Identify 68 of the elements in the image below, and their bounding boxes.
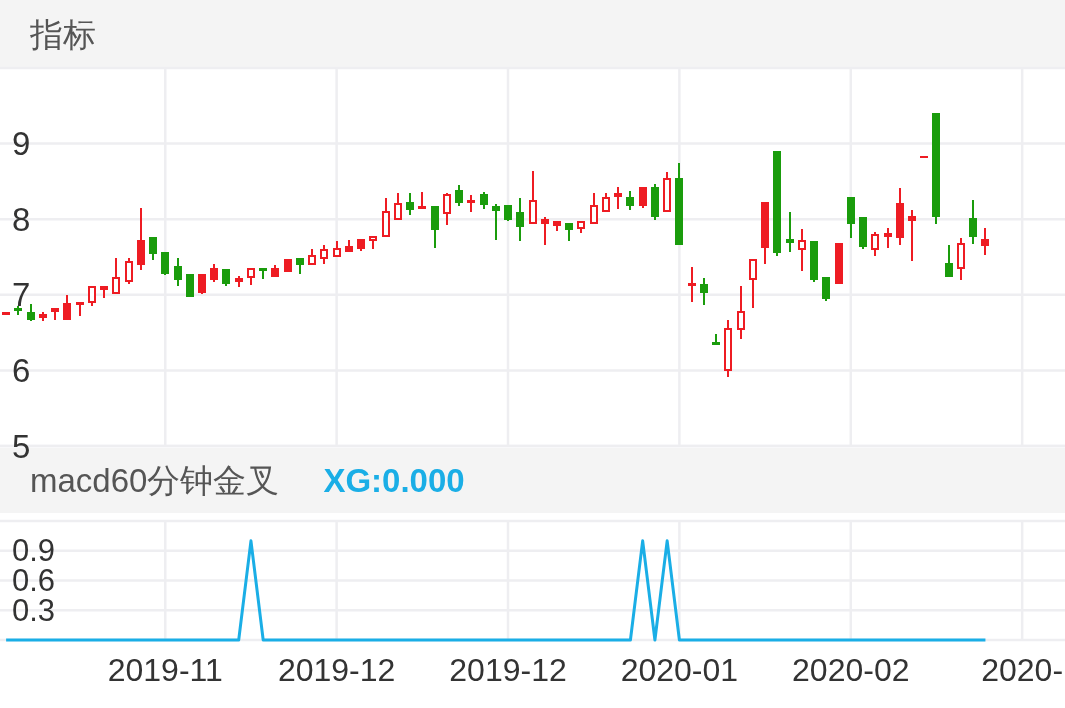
candlestick [516,197,524,243]
candlestick [590,191,598,225]
candlestick [908,209,916,262]
candlestick [969,198,977,246]
candlestick [835,243,843,285]
x-tick-label: 2019-11 [107,652,223,688]
candlestick [945,243,953,278]
candlestick [859,216,867,250]
candlestick [455,184,463,208]
candlestick [2,312,10,316]
candlestick [320,243,328,265]
candlestick [394,192,402,220]
x-tick-label: 2020-01 [620,652,739,688]
candlestick [174,256,182,287]
candlestick [871,231,879,258]
candlestick [761,201,769,265]
chart-title: 指标 [29,15,96,53]
candlestick [981,227,989,257]
candlestick [688,265,696,304]
y-tick-label: 9 [12,125,31,163]
candlestick [418,190,426,210]
candlestick [651,182,659,221]
candlestick [112,256,120,295]
candlestick [431,205,439,249]
candlestick [406,191,414,216]
candlestick [577,221,585,234]
candlestick [137,206,145,271]
x-tick-label: 2020- [981,652,1064,688]
candlestick [247,267,255,286]
candlestick [369,235,377,250]
x-tick-label: 2020-02 [792,652,910,688]
candlestick [467,194,475,214]
y-tick-label: 7 [12,276,31,314]
candlestick [222,269,230,287]
candlestick [798,228,806,273]
y-tick-label: 6 [12,351,31,389]
chart-title: macd60分钟金叉 [30,462,280,499]
candlestick [186,273,194,298]
candlestick [626,190,634,212]
candlestick [149,236,157,262]
candlestick [76,302,84,317]
candlestick [847,197,855,240]
candlestick [773,151,781,258]
candlestick [88,286,96,308]
candlestick [296,257,304,275]
x-tick-label: 2019-12 [277,652,396,688]
y-tick-label: 8 [12,200,31,238]
candlestick [357,238,365,252]
text: XG:0.000 [323,462,465,499]
candlestick [737,285,745,340]
candlestick [884,226,892,249]
candlestick [51,308,59,321]
candlestick [932,112,940,226]
candlestick [700,277,708,306]
y-tick-label: 5 [12,427,31,465]
candlestick [529,169,537,225]
candlestick [284,259,292,273]
candlestick [749,259,757,310]
candlestick [565,222,573,243]
candlestick [896,187,904,246]
candlestick [382,197,390,237]
candlestick [63,293,71,320]
candlestick [675,161,683,245]
candlestick [198,273,206,294]
x-tick-label: 2019-12 [449,652,567,688]
candlestick [333,240,341,257]
candlestick [724,318,732,379]
candlestick [957,237,965,282]
